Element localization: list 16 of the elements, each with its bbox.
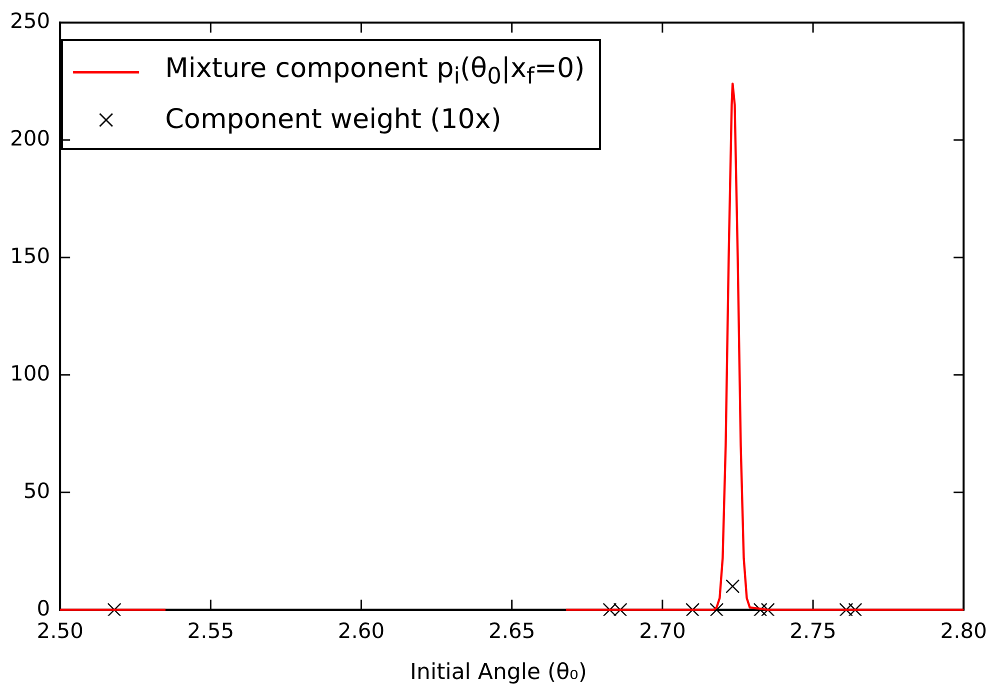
y-tick-label: 0 <box>36 596 50 620</box>
legend-label: Mixture component p$_{i}$(θ$_{0}$|x$_{f}$=0) <box>165 52 585 91</box>
legend-label: Component weight (10x) <box>165 102 502 137</box>
x-tick-label: 2.60 <box>338 618 385 643</box>
y-tick-label: 50 <box>23 478 50 503</box>
x-tick-label: 2.70 <box>639 618 686 643</box>
x-tick-label: 2.50 <box>36 618 84 643</box>
y-tick-label: 150 <box>10 244 50 268</box>
x-tick-label: 2.75 <box>790 618 836 643</box>
y-tick-label: 250 <box>10 9 50 34</box>
x-tick-label: 2.55 <box>187 618 234 643</box>
x-axis-title: Initial Angle (θ₀) <box>409 660 588 685</box>
x-tick-label: 2.80 <box>940 618 988 643</box>
x-tick-label: 2.65 <box>488 618 536 643</box>
y-tick-label: 200 <box>10 126 50 150</box>
y-tick-label: 100 <box>10 361 50 386</box>
